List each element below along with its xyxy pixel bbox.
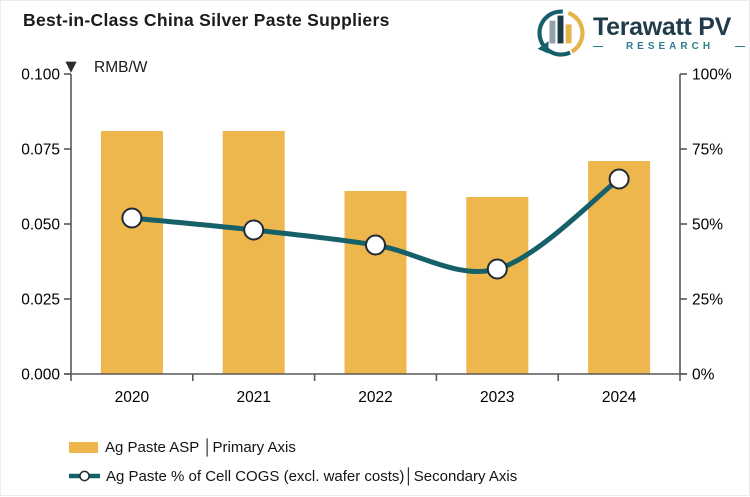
legend-item-cogs: Ag Paste % of Cell COGS (excl. wafer cos… xyxy=(69,463,517,489)
line-marker-2020 xyxy=(121,207,143,229)
x-axis-category-label: 2020 xyxy=(115,389,150,406)
logo-dash-left: — xyxy=(593,41,603,53)
line-marker-2024 xyxy=(608,168,630,190)
legend-label-cogs: Ag Paste % of Cell COGS (excl. wafer cos… xyxy=(106,467,518,485)
bar-2024 xyxy=(588,161,651,374)
logo-name: Terawatt PV xyxy=(593,12,731,41)
logo-arrowhead-icon xyxy=(537,41,549,54)
bar-2020 xyxy=(100,131,163,374)
terawatt-logo: Terawatt PV — RESEARCH — xyxy=(534,6,745,60)
secondary-axis-tick-label: 50% xyxy=(692,217,723,234)
secondary-axis-tick-label: 25% xyxy=(692,292,723,309)
primary-axis-tick-label: 0.075 xyxy=(21,142,60,159)
x-axis-category-label: 2021 xyxy=(236,389,270,406)
primary-axis-tick-label: 0.000 xyxy=(21,367,60,384)
bar-2023 xyxy=(466,197,529,374)
primary-axis-tick-label: 0.025 xyxy=(21,292,60,309)
logo-bar-gray xyxy=(549,20,556,44)
logo-bar-dark xyxy=(557,15,564,44)
axis-pointer-icon: ▼ xyxy=(62,57,81,78)
logo-yellow-arc xyxy=(567,10,585,54)
logo-dash-right: — xyxy=(735,41,745,53)
bar-2022 xyxy=(344,191,407,374)
logo-arrow-arc xyxy=(537,9,571,57)
legend-item-asp: Ag Paste ASP │Primary Axis xyxy=(69,434,517,460)
primary-axis-unit-label: RMB/W xyxy=(94,59,148,76)
primary-axis-tick-label: 0.050 xyxy=(21,217,60,234)
x-axis-category-label: 2024 xyxy=(602,389,637,406)
secondary-axis-tick-label: 75% xyxy=(692,142,723,159)
logo-subtitle: — RESEARCH — xyxy=(593,41,745,52)
page-title: Best-in-Class China Silver Paste Supplie… xyxy=(23,10,390,30)
logo-text: Terawatt PV — RESEARCH — xyxy=(593,12,745,53)
logo-bar-yellow xyxy=(565,24,572,44)
x-axis-category-label: 2023 xyxy=(480,389,514,406)
legend-label-asp: Ag Paste ASP │Primary Axis xyxy=(105,438,296,456)
line-marker-2022 xyxy=(365,234,386,256)
line-marker-2021 xyxy=(243,219,265,241)
secondary-axis-tick-label: 0% xyxy=(692,367,715,384)
logo-subtitle-text: RESEARCH xyxy=(625,41,715,53)
terawatt-logo-icon xyxy=(537,9,585,57)
primary-axis-tick-label: 0.100 xyxy=(21,67,60,84)
chart-legend: Ag Paste ASP │Primary Axis Ag Paste % of… xyxy=(69,434,517,492)
legend-bar-swatch-icon xyxy=(69,441,98,453)
x-axis-category-label: 2022 xyxy=(358,389,392,406)
bar-2021 xyxy=(222,131,285,374)
secondary-axis-tick-label: 100% xyxy=(692,67,732,84)
line-marker-2023 xyxy=(486,258,508,280)
legend-line-swatch-icon xyxy=(69,470,100,482)
